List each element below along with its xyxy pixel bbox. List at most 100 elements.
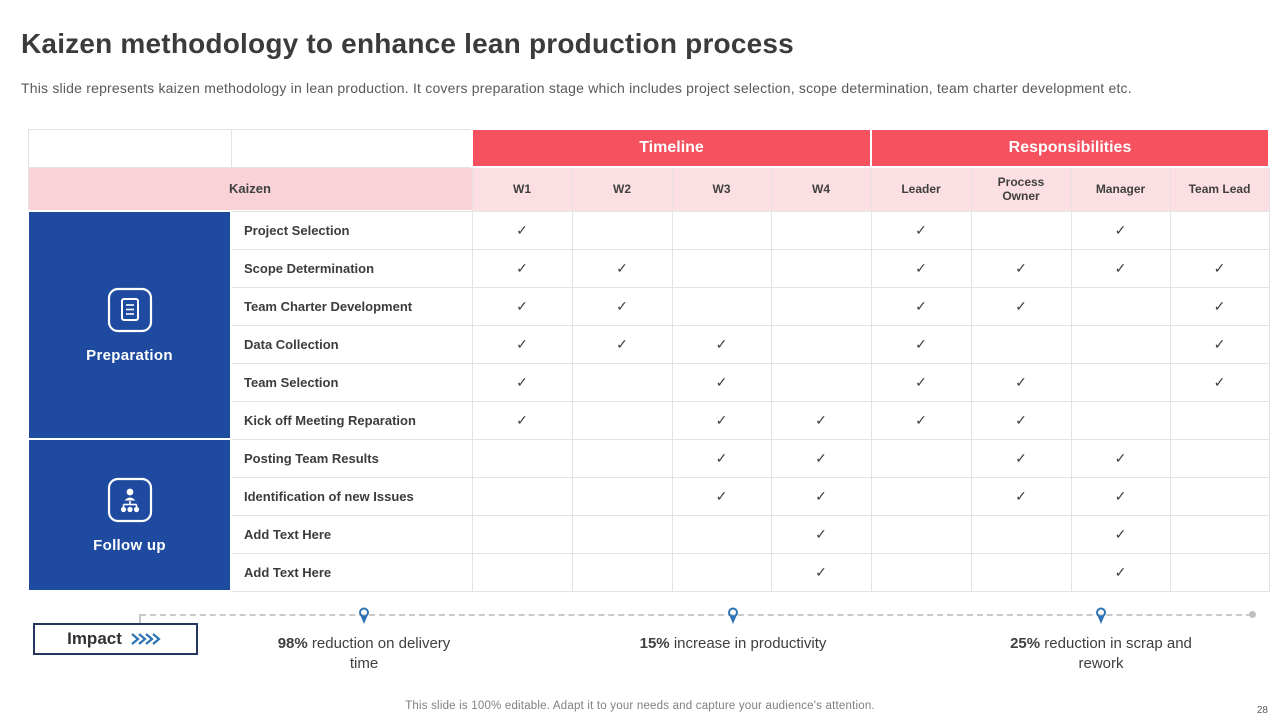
stage-preparation: Preparation: [27, 210, 232, 440]
impact-label: Impact: [67, 629, 122, 648]
check-cell: [671, 210, 772, 250]
check-cell: [1070, 286, 1171, 326]
check-cell: ✓: [1070, 438, 1171, 478]
check-cell: [1169, 400, 1270, 440]
check-cell: ✓: [571, 248, 673, 288]
check-cell: [970, 210, 1072, 250]
check-cell: ✓: [870, 210, 972, 250]
check-cell: [870, 514, 972, 554]
check-cell: ✓: [970, 362, 1072, 402]
check-cell: [1169, 552, 1270, 592]
activity-label: Team Selection: [230, 362, 473, 402]
table-column-header-row: Kaizen W1 W2 W3 W4 Leader Process Owner …: [27, 166, 1270, 212]
check-cell: ✓: [571, 324, 673, 364]
activity-placeholder[interactable]: Add Text Here: [230, 552, 473, 592]
table-row: Identification of new Issues ✓ ✓ ✓ ✓: [28, 476, 1270, 516]
check-cell: [1169, 438, 1270, 478]
activity-placeholder[interactable]: Add Text Here: [230, 514, 473, 554]
column-header-manager: Manager: [1070, 166, 1171, 212]
check-cell: ✓: [1070, 210, 1171, 250]
check-cell: [471, 438, 573, 478]
check-cell: [571, 400, 673, 440]
responsibilities-header: Responsibilities: [869, 128, 1271, 168]
check-cell: [571, 514, 673, 554]
check-cell: [571, 210, 673, 250]
check-cell: ✓: [471, 210, 573, 250]
activity-label: Scope Determination: [230, 248, 473, 288]
check-cell: [970, 324, 1072, 364]
check-cell: [571, 362, 673, 402]
activity-label: Kick off Meeting Reparation: [230, 400, 473, 440]
map-pin-icon: [1094, 607, 1108, 625]
check-cell: [770, 362, 872, 402]
check-cell: [1169, 514, 1270, 554]
page-subtitle: This slide represents kaizen methodology…: [21, 80, 1132, 96]
check-cell: ✓: [870, 400, 972, 440]
impact-stat-text: increase in productivity: [673, 635, 827, 652]
check-cell: ✓: [671, 324, 772, 364]
map-pin-icon: [726, 607, 740, 625]
page-number: 28: [1256, 705, 1268, 716]
activity-label: Data Collection: [230, 324, 473, 364]
table-row: Kick off Meeting Reparation ✓ ✓ ✓ ✓ ✓: [28, 400, 1270, 440]
check-cell: [471, 476, 573, 516]
check-cell: [970, 514, 1072, 554]
check-cell: ✓: [870, 362, 972, 402]
check-cell: ✓: [1169, 324, 1270, 364]
column-header-process-owner: Process Owner: [970, 166, 1072, 212]
document-icon: [107, 287, 153, 333]
check-cell: ✓: [671, 476, 772, 516]
impact-stat-1: 98% reduction on delivery time: [269, 634, 459, 674]
table-row: Add Text Here ✓ ✓: [28, 552, 1270, 592]
check-cell: ✓: [770, 476, 872, 516]
check-cell: ✓: [1169, 362, 1270, 402]
check-cell: [1070, 400, 1171, 440]
impact-timeline-end-dot: [1249, 611, 1256, 618]
blank-cell: [27, 128, 232, 168]
check-cell: [471, 514, 573, 554]
check-cell: [1169, 476, 1270, 516]
check-cell: [770, 248, 872, 288]
map-pin-icon: [357, 607, 371, 625]
check-cell: ✓: [970, 438, 1072, 478]
check-cell: ✓: [471, 362, 573, 402]
kaizen-table: Timeline Responsibilities Kaizen W1 W2 W…: [27, 128, 1271, 592]
chevrons-right-icon: [130, 632, 164, 646]
impact-stat-text: reduction on delivery time: [311, 635, 451, 672]
column-header-team-lead: Team Lead: [1169, 166, 1270, 212]
impact-timeline-elbow: [139, 614, 141, 626]
column-header-w2: W2: [571, 166, 673, 212]
kaizen-table-wrap: Timeline Responsibilities Kaizen W1 W2 W…: [27, 128, 1271, 592]
check-cell: ✓: [1070, 476, 1171, 516]
check-cell: ✓: [770, 514, 872, 554]
table-row: Team Charter Development ✓ ✓ ✓ ✓ ✓: [28, 286, 1270, 326]
check-cell: ✓: [571, 286, 673, 326]
check-cell: [870, 552, 972, 592]
check-cell: [970, 552, 1072, 592]
check-cell: [770, 286, 872, 326]
impact-stat-3: 25% reduction in scrap and rework: [1006, 634, 1196, 674]
check-cell: ✓: [671, 400, 772, 440]
check-cell: ✓: [770, 552, 872, 592]
check-cell: [671, 552, 772, 592]
check-cell: ✓: [870, 286, 972, 326]
activity-label: Project Selection: [230, 210, 473, 250]
check-cell: ✓: [870, 248, 972, 288]
check-cell: [671, 514, 772, 554]
check-cell: [471, 552, 573, 592]
check-cell: ✓: [970, 248, 1072, 288]
table-row: Team Selection ✓ ✓ ✓ ✓ ✓: [28, 362, 1270, 402]
check-cell: ✓: [471, 286, 573, 326]
check-cell: ✓: [970, 400, 1072, 440]
impact-stat-value: 25%: [1010, 635, 1041, 652]
stage-label: Preparation: [86, 346, 173, 364]
check-cell: [1070, 324, 1171, 364]
check-cell: [571, 476, 673, 516]
check-cell: ✓: [870, 324, 972, 364]
kaizen-header: Kaizen: [27, 166, 473, 212]
check-cell: ✓: [1169, 248, 1270, 288]
check-cell: ✓: [471, 400, 573, 440]
impact-button[interactable]: Impact: [33, 623, 198, 655]
check-cell: ✓: [671, 438, 772, 478]
